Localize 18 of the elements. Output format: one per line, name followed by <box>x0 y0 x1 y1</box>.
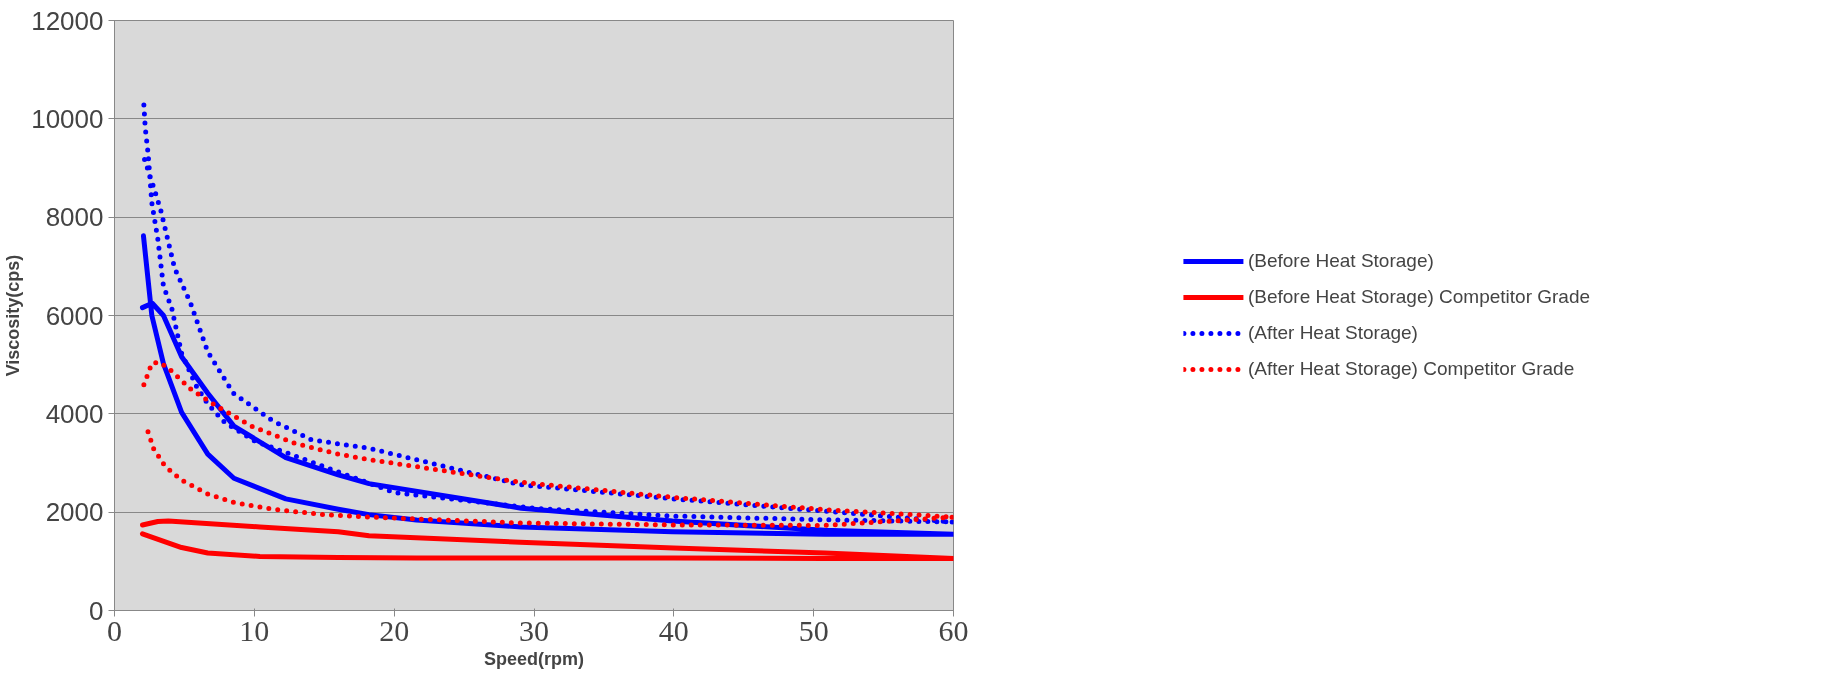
x-tick-label: 60 <box>938 613 969 647</box>
x-tick-label: 40 <box>658 613 689 647</box>
legend-label: (After Heat Storage) Competitor Grade <box>1247 358 1575 380</box>
x-tick-label: 10 <box>239 613 270 647</box>
y-tick-label: 2000 <box>45 497 104 528</box>
y-tick-label: 12000 <box>31 5 104 36</box>
y-tick-label: 4000 <box>45 398 104 429</box>
legend-label: (Before Heat Storage) Competitor Grade <box>1247 286 1591 308</box>
legend-label: (Before Heat Storage) <box>1247 250 1434 272</box>
y-tick-label: 8000 <box>45 202 104 233</box>
x-tick-label: 20 <box>379 613 410 647</box>
x-axis-title: Speed(rpm) <box>483 648 585 669</box>
legend-label: (After Heat Storage) <box>1247 322 1418 344</box>
y-axis-title: Viscosity(cps) <box>3 254 24 377</box>
y-tick-label: 10000 <box>31 103 104 134</box>
x-tick-label: 30 <box>519 613 549 647</box>
y-tick-label: 6000 <box>45 300 104 331</box>
x-tick-label: 50 <box>798 613 829 647</box>
